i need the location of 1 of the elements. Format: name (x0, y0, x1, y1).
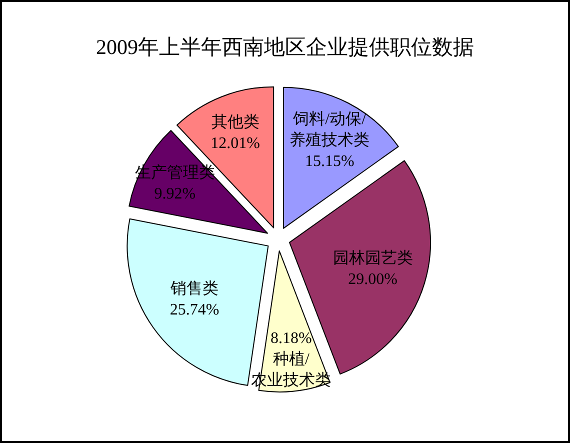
title: 2009年上半年西南地区企业提供职位数据 (96, 35, 474, 59)
